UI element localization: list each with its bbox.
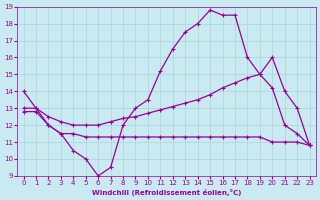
X-axis label: Windchill (Refroidissement éolien,°C): Windchill (Refroidissement éolien,°C) bbox=[92, 189, 241, 196]
